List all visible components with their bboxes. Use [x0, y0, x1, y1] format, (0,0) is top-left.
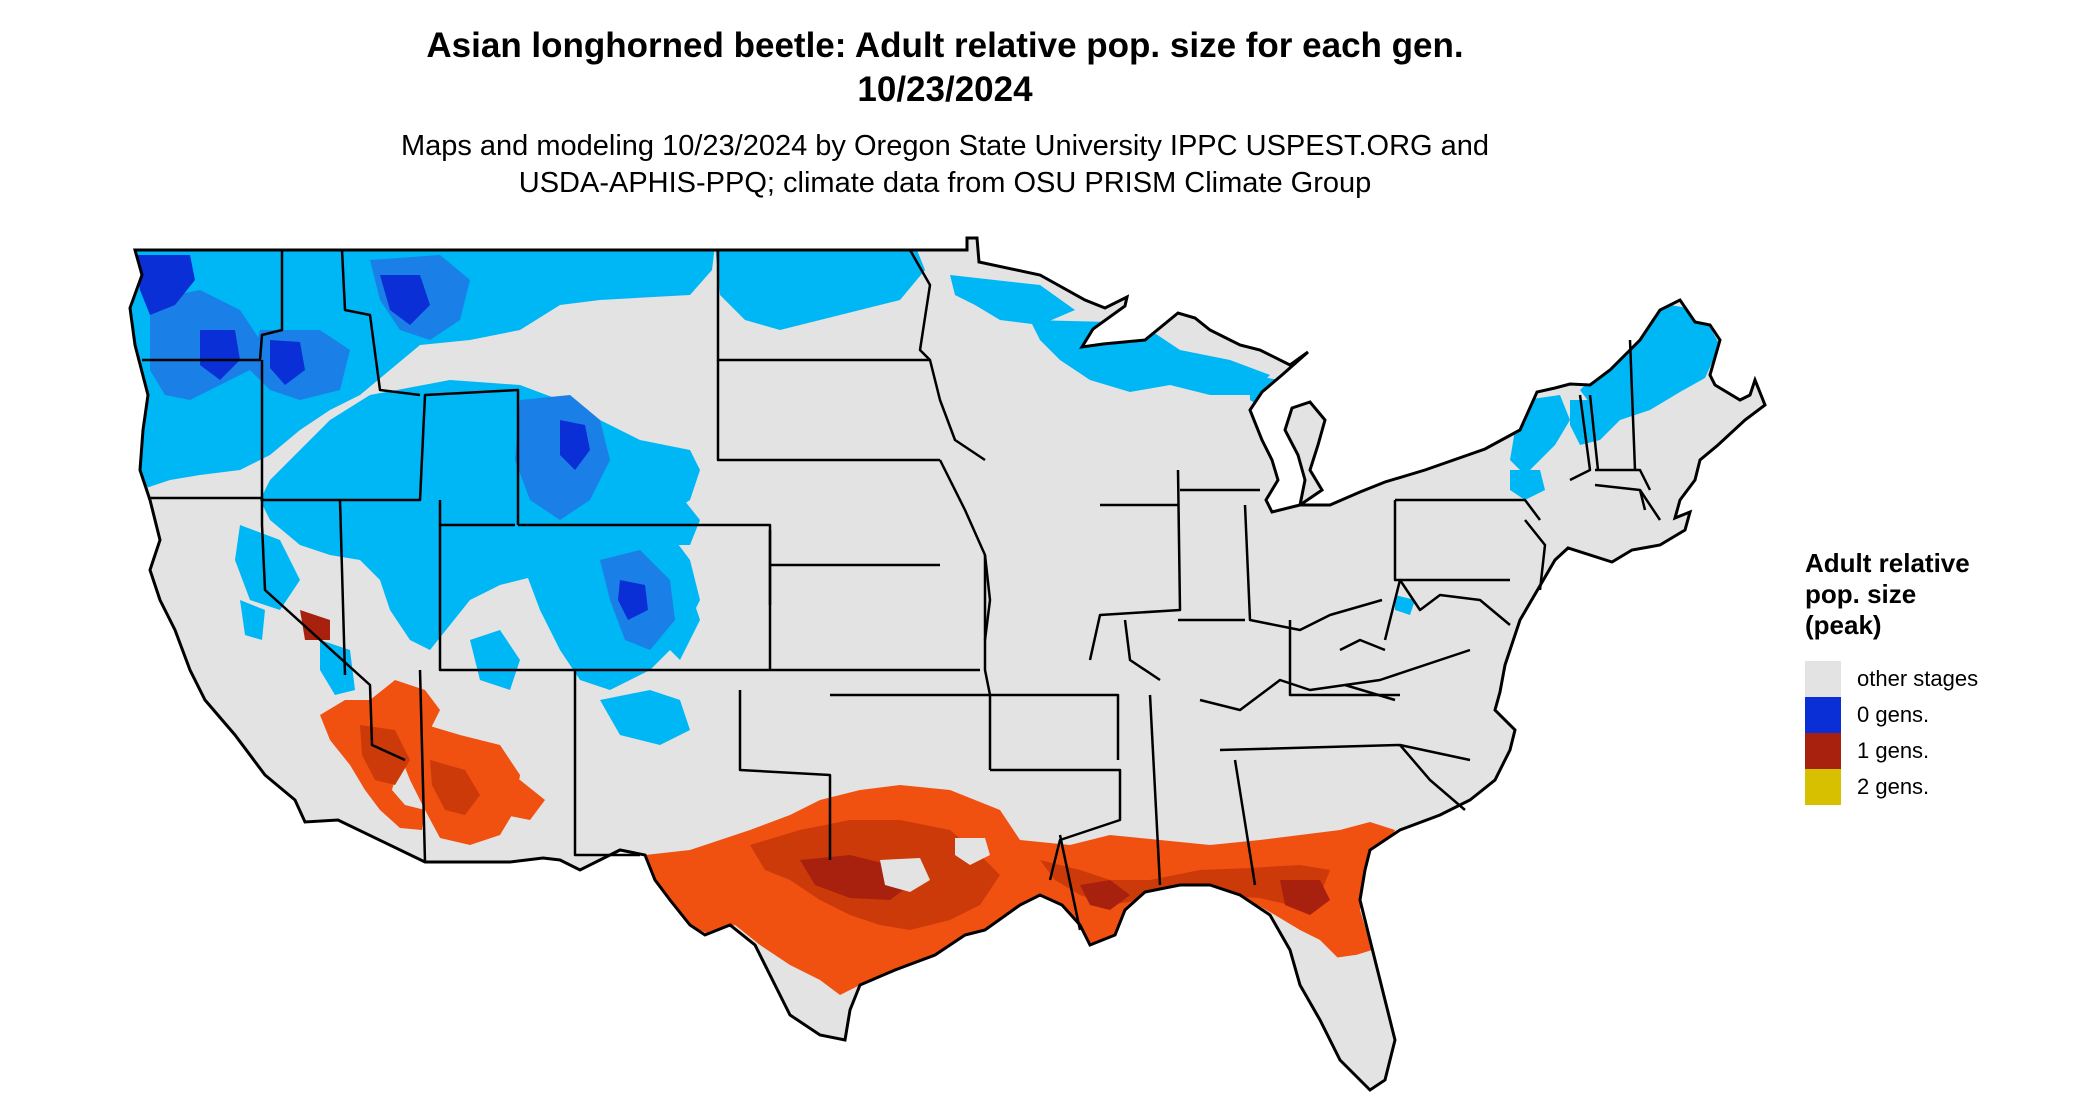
legend-label: 0 gens.	[1857, 702, 1930, 727]
title-line-1: Asian longhorned beetle: Adult relative …	[426, 26, 1464, 65]
legend-label: 1 gens.	[1857, 738, 1930, 763]
legend-title-line: (peak)	[1805, 610, 1882, 640]
subtitle-line-2: USDA-APHIS-PPQ; climate data from OSU PR…	[518, 167, 1372, 199]
legend-title: Adult relative pop. size (peak)	[1805, 548, 2095, 641]
map-subtitle: Maps and modeling 10/23/2024 by Oregon S…	[0, 128, 1890, 202]
legend-item-other-stages: other stages	[1805, 661, 2095, 697]
legend-title-line: pop. size	[1805, 579, 1917, 609]
subtitle-line-1: Maps and modeling 10/23/2024 by Oregon S…	[400, 130, 1490, 162]
us-map	[128, 236, 1767, 1092]
legend-label: 2 gens.	[1857, 774, 1930, 799]
legend-item-2-gens: 2 gens.	[1805, 769, 2095, 805]
legend-label: other stages	[1857, 666, 1979, 691]
legend-swatch	[1805, 661, 1841, 697]
legend-swatch	[1805, 769, 1841, 805]
legend-swatch	[1805, 733, 1841, 769]
legend-title-line: Adult relative	[1805, 548, 1970, 578]
legend-item-0-gens: 0 gens.	[1805, 697, 2095, 733]
legend: Adult relative pop. size (peak) other st…	[1805, 548, 2095, 805]
warm-zone-shading	[300, 610, 1395, 995]
state-boundaries	[142, 249, 1662, 931]
title-line-2: 10/23/2024	[857, 70, 1033, 109]
legend-swatch	[1805, 697, 1841, 733]
legend-item-1-gens: 1 gens.	[1805, 733, 2095, 769]
map-title: Asian longhorned beetle: Adult relative …	[0, 24, 1890, 112]
